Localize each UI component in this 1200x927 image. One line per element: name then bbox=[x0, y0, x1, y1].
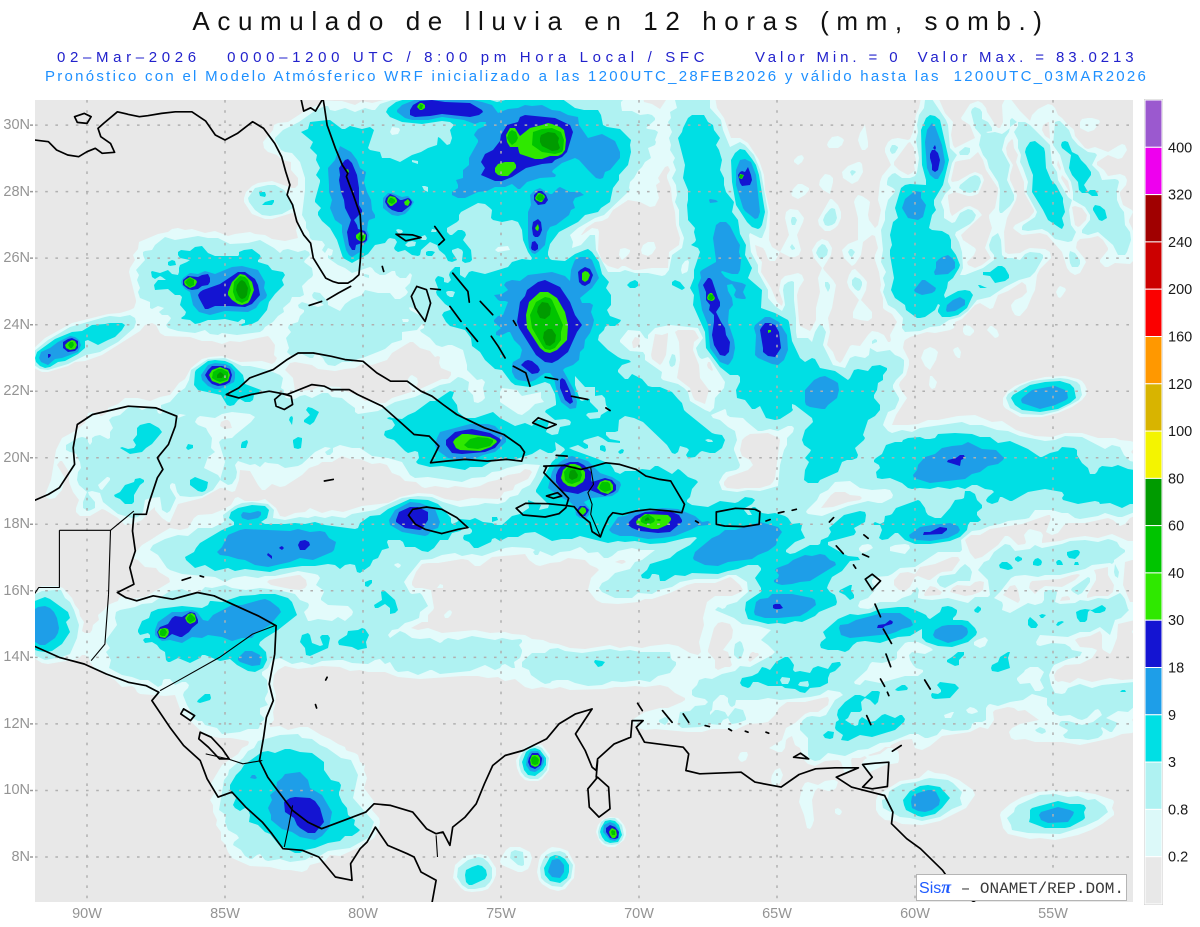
svg-text:30: 30 bbox=[1168, 613, 1184, 629]
svg-text:240: 240 bbox=[1168, 235, 1192, 251]
svg-text:200: 200 bbox=[1168, 282, 1192, 298]
svg-text:40: 40 bbox=[1168, 566, 1184, 582]
svg-text:9: 9 bbox=[1168, 708, 1176, 724]
svg-text:320: 320 bbox=[1168, 188, 1192, 204]
svg-text:0.2: 0.2 bbox=[1168, 850, 1188, 866]
svg-text:400: 400 bbox=[1168, 140, 1192, 156]
svg-text:100: 100 bbox=[1168, 424, 1192, 440]
svg-text:80: 80 bbox=[1168, 471, 1184, 487]
svg-text:120: 120 bbox=[1168, 377, 1192, 393]
svg-text:3: 3 bbox=[1168, 755, 1176, 771]
svg-text:160: 160 bbox=[1168, 330, 1192, 346]
svg-text:18: 18 bbox=[1168, 661, 1184, 677]
svg-text:0.8: 0.8 bbox=[1168, 802, 1188, 818]
svg-text:60: 60 bbox=[1168, 519, 1184, 535]
